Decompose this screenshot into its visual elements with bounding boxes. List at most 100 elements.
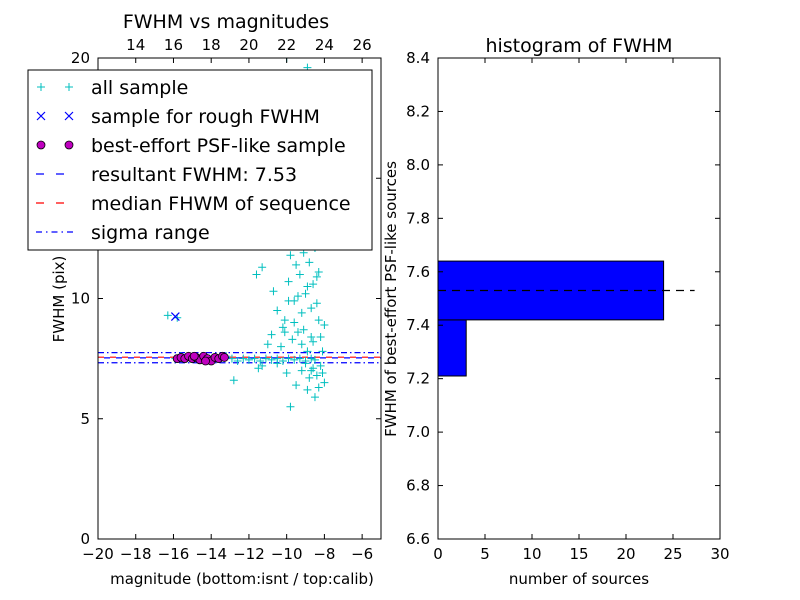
- all-sample-point-22: [295, 354, 304, 363]
- histogram-y-tick-label-5: 7.6: [406, 263, 430, 281]
- all-sample-point-61: [312, 272, 321, 281]
- all-sample-point-41: [269, 287, 278, 296]
- scatter-plot-area: [98, 58, 381, 411]
- legend-label-0: all sample: [91, 77, 188, 99]
- all-sample-point-10: [227, 354, 236, 363]
- scatter-top-tick-label-1: 16: [164, 36, 183, 54]
- all-sample-point-90: [290, 318, 299, 327]
- scatter-top-tick-label-5: 24: [315, 36, 334, 54]
- histogram-y-tick-label-3: 7.2: [406, 370, 430, 388]
- scatter-marks: [98, 58, 381, 411]
- all-sample-point-37: [252, 270, 261, 279]
- all-sample-point-46: [284, 277, 293, 286]
- all-sample-point-73: [303, 385, 312, 394]
- legend-best-effort-marker-1: [64, 140, 74, 150]
- all-sample-point-34: [301, 359, 310, 368]
- histogram-x-tick-label-1: 5: [480, 545, 490, 563]
- all-sample-point-14: [250, 354, 259, 363]
- all-sample-point-66: [316, 361, 325, 370]
- legend: all sample sample for rough FWHM best-effo…: [27, 69, 373, 251]
- histogram-axes: 0 5 10 15 20 25 30 6.6 6.8 7.0 7.2 7.4 7.6 7.8 8.0 8.2 8…: [406, 49, 729, 563]
- all-sample-point-44: [278, 323, 287, 332]
- histogram-y-tick-label-9: 8.4: [406, 49, 430, 67]
- legend-best-effort-marker-0: [36, 140, 46, 150]
- legend-all-sample-marker-1: [65, 83, 73, 91]
- legend-box: [27, 69, 373, 251]
- scatter-axes: −20−18−16−14−12−10−8−6051015201416182022…: [71, 36, 382, 563]
- all-sample-point-15: [256, 357, 265, 366]
- all-sample-point-48: [288, 335, 297, 344]
- histogram-y-tick-label-8: 8.2: [406, 102, 430, 120]
- all-sample-point-57: [305, 258, 314, 267]
- all-sample-point-43: [277, 342, 286, 351]
- histogram-bar-0: [437, 319, 467, 377]
- legend-all-sample-marker-0: [37, 83, 45, 91]
- all-sample-point-80: [301, 289, 310, 298]
- histogram-x-tick-label-0: 0: [433, 545, 443, 563]
- scatter-y-tick-label-1: 5: [80, 410, 90, 428]
- all-sample-point-47: [286, 251, 295, 260]
- all-sample-point-19: [278, 357, 287, 366]
- all-sample-point-45: [280, 316, 289, 325]
- all-sample-point-72: [307, 366, 316, 375]
- scatter-x-tick-label-6: −8: [313, 545, 335, 563]
- all-sample-point-39: [263, 340, 272, 349]
- scatter-top-tick-label-0: 14: [126, 36, 145, 54]
- histogram-y-tick-label-4: 7.4: [406, 316, 430, 334]
- all-sample-point-59: [309, 337, 318, 346]
- legend-label-1: sample for rough FWHM: [91, 106, 320, 128]
- all-sample-point-35: [163, 311, 172, 320]
- all-sample-point-65: [320, 378, 329, 387]
- scatter-top-tick-label-2: 18: [202, 36, 221, 54]
- legend-rough-marker-0: [36, 111, 46, 121]
- all-sample-point-67: [312, 371, 321, 380]
- all-sample-point-52: [295, 270, 304, 279]
- scatter-x-tick-label-3: −14: [195, 545, 227, 563]
- all-sample-point-32: [292, 381, 301, 390]
- all-sample-point-87: [297, 340, 306, 349]
- scatter-x-tick-label-4: −12: [233, 545, 265, 563]
- histogram-x-tick-label-5: 25: [663, 545, 682, 563]
- histogram-chart-title: histogram of FWHM: [485, 35, 672, 57]
- scatter-x-tick-label-2: −16: [158, 545, 190, 563]
- histogram-y-tick-label-7: 8.0: [406, 156, 430, 174]
- histogram-plot-area: [437, 260, 695, 377]
- scatter-top-tick-label-4: 22: [277, 36, 296, 54]
- all-sample-point-26: [229, 376, 238, 385]
- scatter-top-tick-label-6: 26: [353, 36, 372, 54]
- scatter-x-tick-label-0: −20: [82, 545, 114, 563]
- legend-label-4: median FHWM of sequence: [91, 193, 351, 215]
- histogram-y-axis-label: FWHM of best-effort PSF-like sources: [382, 161, 400, 437]
- all-sample-point-81: [309, 280, 318, 289]
- scatter-chart-title: FWHM vs magnitudes: [123, 11, 329, 33]
- scatter-x-axis-label: magnitude (bottom:isnt / top:calib): [110, 570, 374, 588]
- scatter-y-tick-label-4: 20: [71, 49, 90, 67]
- rough-sample-point-0: [170, 312, 180, 321]
- scatter-x-tick-label-1: −18: [120, 545, 152, 563]
- histogram-chart-fwhm: 0 5 10 15 20 25 30 6.6 6.8 7.0 7.2 7.4 7.6 7.8 8.0 8.2 8…: [382, 35, 730, 588]
- all-sample-point-42: [273, 306, 282, 315]
- all-sample-point-21: [290, 355, 299, 364]
- all-sample-point-78: [292, 260, 301, 269]
- all-sample-point-63: [316, 332, 325, 341]
- legend-rough-marker-1: [64, 111, 74, 121]
- histogram-x-tick-label-2: 10: [522, 545, 541, 563]
- all-sample-point-74: [318, 347, 327, 356]
- histogram-y-tick-label-6: 7.8: [406, 209, 430, 227]
- scatter-top-tick-label-3: 20: [239, 36, 258, 54]
- all-sample-point-64: [318, 369, 327, 378]
- all-sample-point-69: [305, 373, 314, 382]
- best-effort-point-13: [201, 356, 210, 366]
- all-sample-point-31: [286, 402, 295, 411]
- all-sample-point-25: [310, 355, 319, 364]
- scatter-x-tick-label-5: −10: [271, 545, 303, 563]
- all-sample-point-91: [307, 332, 316, 341]
- histogram-x-tick-label-3: 15: [569, 545, 588, 563]
- all-sample-point-30: [282, 369, 291, 378]
- all-sample-point-58: [307, 304, 316, 313]
- all-sample-point-38: [258, 263, 267, 272]
- histogram-y-tick-label-0: 6.6: [406, 530, 430, 548]
- histogram-y-tick-label-1: 6.8: [406, 477, 430, 495]
- scatter-y-axis-label: FWHM (pix): [50, 256, 68, 343]
- all-sample-point-56: [303, 282, 312, 291]
